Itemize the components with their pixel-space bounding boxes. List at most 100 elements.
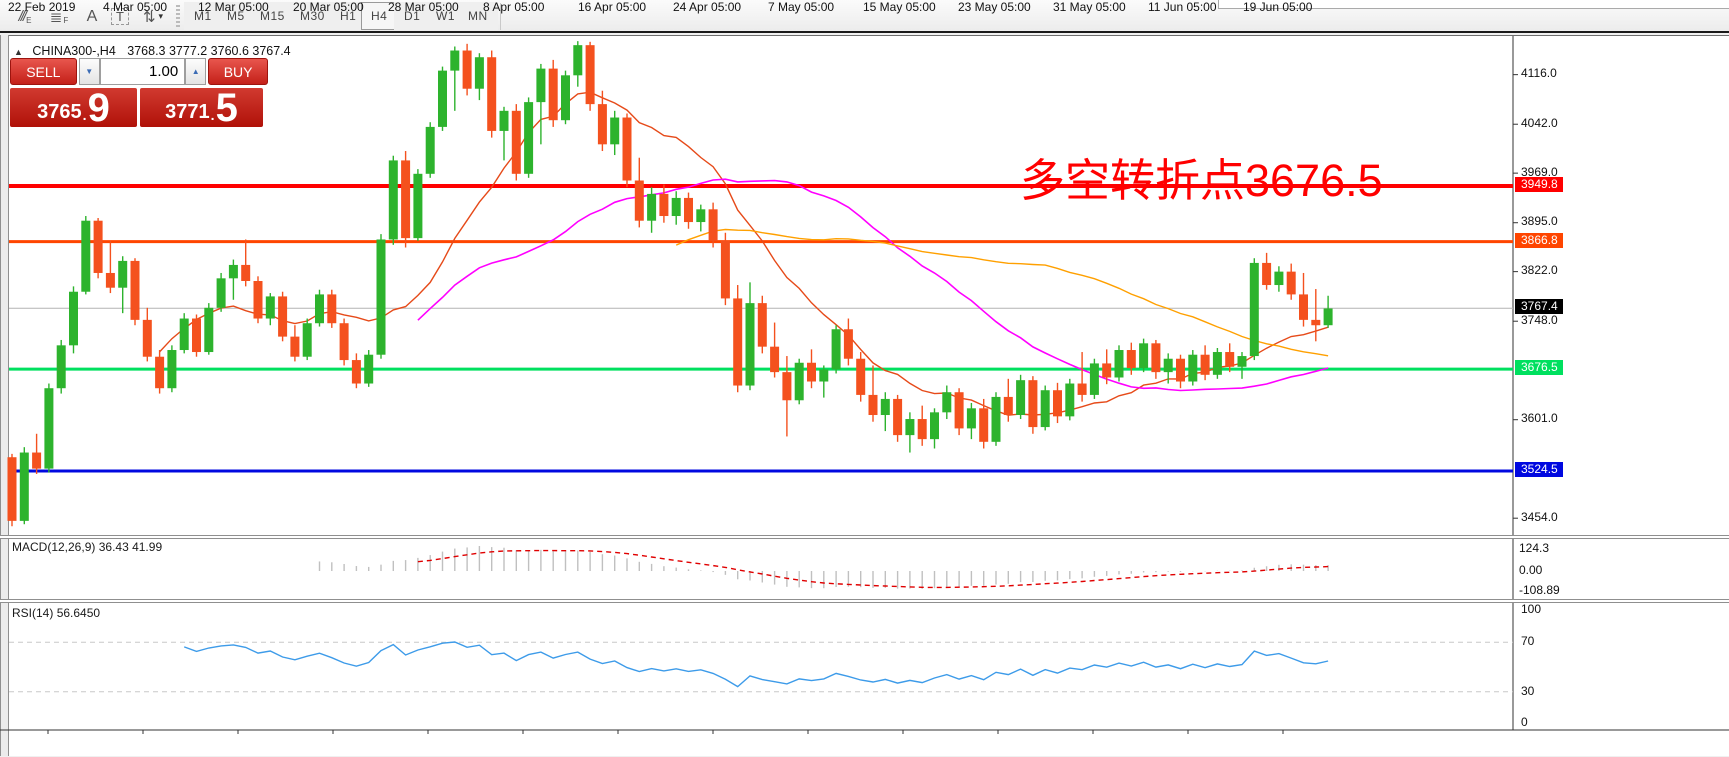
text-box-icon[interactable]: T	[108, 4, 132, 29]
price-tick-label: 4116.0	[1521, 66, 1557, 81]
price-tick-label: 3822.0	[1521, 263, 1558, 278]
tf-button-mn[interactable]: MN	[458, 2, 498, 30]
candle-body	[228, 264, 238, 279]
time-axis-label: 19 Jun 05:00	[1243, 0, 1313, 14]
price-tick-label: 3748.0	[1521, 312, 1558, 327]
buy-price-box[interactable]: 3771 . 5	[140, 88, 263, 128]
tf-button-h1[interactable]: H1	[330, 2, 367, 30]
candle-body	[7, 457, 17, 521]
toolbar: /// E ≣ F A T ⇅ ▾ M1 M5 M15 M30 H1 H4 D1…	[0, 0, 1729, 33]
candle-body	[1163, 358, 1173, 373]
toolbar-separator[interactable]	[176, 5, 180, 28]
candle-body	[278, 296, 288, 337]
candle-body	[585, 45, 595, 105]
candle-body	[450, 50, 460, 71]
candle-body	[684, 197, 693, 223]
candle-body	[93, 220, 103, 273]
window-frame	[0, 35, 9, 756]
tf-button-m15[interactable]: M15	[250, 2, 295, 30]
collapse-panel-icon[interactable]: ▲	[14, 47, 23, 57]
volume-input[interactable]: 1.00	[99, 58, 186, 85]
candle-body	[1003, 396, 1013, 416]
candle-body	[1028, 380, 1038, 428]
moving-average-fast	[159, 91, 1329, 416]
candle-body	[216, 278, 226, 308]
candle-body	[843, 329, 853, 359]
candle-body	[610, 117, 620, 145]
rsi-axis-label: 30	[1521, 683, 1535, 698]
candle-body	[155, 356, 165, 389]
chevron-down-icon: ▾	[158, 11, 164, 21]
candle-body	[893, 398, 903, 436]
panel-splitter[interactable]	[0, 535, 1729, 539]
equidistant-channel-icon[interactable]: /// E	[18, 8, 32, 25]
time-axis-label: 20 Mar 05:00	[293, 0, 364, 14]
price-tick-label: 3969.0	[1521, 164, 1558, 179]
chart-window[interactable]: ▲ CHINA300-,H4 3768.3 3777.2 3760.6 3767…	[0, 35, 1729, 756]
tf-button-m5[interactable]: M5	[217, 2, 255, 30]
candle-body	[708, 209, 718, 241]
candle-body	[487, 57, 497, 131]
time-axis-label: 28 Mar 05:00	[388, 0, 459, 14]
time-axis-label: 31 May 05:00	[1053, 0, 1126, 14]
candle-body	[597, 104, 607, 145]
candle-body	[167, 350, 177, 389]
candle-body	[1114, 350, 1124, 378]
tf-button-m30[interactable]: M30	[290, 2, 335, 30]
candle-body	[130, 260, 140, 320]
candle-body	[1323, 308, 1333, 326]
candle-body	[745, 303, 755, 386]
rsi-axis-label: 70	[1521, 633, 1535, 648]
candle-body	[142, 319, 152, 357]
candle-body	[204, 307, 214, 353]
candle-body	[561, 75, 570, 121]
candle-body	[991, 396, 1001, 442]
price-line-badge: 3949.8	[1515, 177, 1563, 192]
candle-body	[1249, 262, 1259, 357]
candle-body	[1237, 356, 1247, 367]
candle-body	[253, 281, 263, 319]
one-click-trade-panel: SELL ▼ 1.00 ▲ BUY 3765 . 9 3771 . 5	[10, 58, 268, 128]
candle-body	[524, 102, 534, 174]
time-axis-label: 16 Apr 05:00	[578, 0, 647, 14]
panel-splitter[interactable]	[0, 599, 1729, 603]
candle-body	[327, 294, 337, 324]
tf-button-m1[interactable]: M1	[184, 2, 222, 30]
candle-body	[1089, 363, 1099, 395]
rsi-label: RSI(14) 56.6450	[12, 606, 101, 620]
candle-body	[757, 303, 767, 347]
candle-body	[315, 294, 324, 324]
candle-body	[979, 408, 989, 442]
sell-button[interactable]: SELL	[10, 58, 77, 85]
candle-body	[868, 394, 878, 416]
candle-body	[647, 193, 657, 221]
toolbar-separator	[500, 3, 501, 30]
tf-button-d1[interactable]: D1	[394, 2, 431, 30]
volume-decrease-button[interactable]: ▼	[78, 58, 100, 85]
volume-increase-button[interactable]: ▲	[185, 58, 207, 85]
candle-body	[880, 398, 890, 416]
chart-title: ▲ CHINA300-,H4 3768.3 3777.2 3760.6 3767…	[14, 44, 291, 58]
cursor-arrows-icon[interactable]: ⇅ ▾	[142, 8, 164, 26]
candle-body	[1151, 343, 1161, 373]
candle-body	[401, 160, 411, 239]
price-tick-label: 3895.0	[1521, 214, 1558, 229]
price-line-badge: 3767.4	[1515, 299, 1563, 315]
window-edge	[1218, 0, 1729, 9]
sell-price-box[interactable]: 3765 . 9	[10, 88, 137, 128]
tf-button-h4[interactable]: H4	[361, 2, 398, 30]
candle-body	[105, 272, 115, 288]
candle-body	[720, 240, 730, 299]
candle-body	[917, 419, 927, 440]
macd-axis-label: -108.89	[1519, 582, 1560, 597]
price-line-badge: 3866.8	[1515, 232, 1563, 248]
candle-body	[302, 323, 312, 357]
buy-button[interactable]: BUY	[208, 58, 268, 85]
text-label-icon[interactable]: A	[86, 7, 98, 25]
fibonacci-icon[interactable]: ≣ F	[49, 8, 69, 26]
candle-body	[241, 264, 251, 282]
candle-body	[573, 45, 583, 76]
moving-average-slow	[417, 178, 1329, 392]
candle-body	[782, 372, 792, 401]
candle-body	[1262, 262, 1272, 286]
